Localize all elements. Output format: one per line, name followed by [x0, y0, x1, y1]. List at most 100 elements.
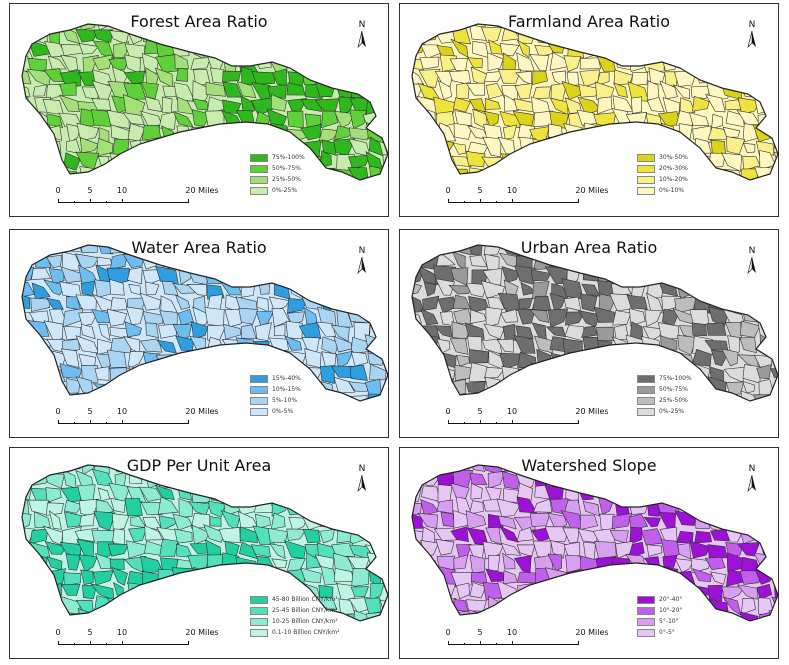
subwatershed-region	[422, 141, 439, 157]
subwatershed-region	[611, 512, 633, 529]
subwatershed-region	[224, 540, 240, 559]
subwatershed-region	[384, 569, 388, 585]
subwatershed-region	[549, 292, 566, 314]
scale-tick	[90, 641, 91, 645]
subwatershed-region	[219, 168, 238, 180]
subwatershed-region	[91, 529, 115, 544]
subwatershed-region	[483, 110, 500, 128]
subwatershed-region	[469, 500, 484, 515]
subwatershed-region	[579, 473, 598, 490]
subwatershed-region	[286, 528, 307, 542]
subwatershed-region	[370, 405, 384, 423]
subwatershed-region	[692, 282, 711, 296]
subwatershed-region	[417, 395, 442, 401]
subwatershed-region	[350, 351, 369, 367]
subwatershed-region	[516, 544, 536, 557]
legend-swatch	[637, 186, 655, 195]
scale-tick	[188, 420, 189, 424]
subwatershed-region	[401, 407, 422, 421]
subwatershed-region	[610, 141, 630, 153]
subwatershed-region	[250, 544, 271, 558]
subwatershed-region	[402, 629, 425, 642]
subwatershed-region	[124, 321, 142, 338]
subwatershed-region	[336, 583, 356, 602]
subwatershed-region	[689, 181, 707, 198]
subwatershed-region	[174, 294, 191, 310]
subwatershed-region	[710, 612, 727, 621]
subwatershed-region	[412, 151, 426, 170]
subwatershed-region	[612, 43, 632, 58]
subwatershed-region	[498, 515, 517, 530]
scale-bar: 0 5 10 20 Miles	[445, 407, 609, 429]
subwatershed-region	[727, 42, 743, 56]
subwatershed-region	[502, 323, 517, 341]
subwatershed-region	[756, 583, 773, 600]
subwatershed-region	[139, 609, 164, 621]
subwatershed-region	[349, 280, 371, 297]
subwatershed-region	[47, 55, 67, 70]
subwatershed-region	[31, 126, 52, 144]
subwatershed-region	[562, 527, 580, 544]
subwatershed-region	[110, 379, 129, 397]
subwatershed-region	[224, 391, 240, 401]
subwatershed-region	[456, 582, 470, 600]
subwatershed-region	[32, 137, 50, 155]
subwatershed-region	[111, 566, 128, 586]
subwatershed-region	[773, 405, 780, 424]
subwatershed-region	[643, 256, 659, 270]
subwatershed-region	[721, 348, 739, 367]
legend-label: 10%-15%	[272, 386, 301, 393]
subwatershed-region	[203, 139, 225, 158]
subwatershed-region	[363, 85, 387, 98]
legend-item: 0%-10%	[637, 185, 688, 196]
subwatershed-region	[436, 251, 456, 267]
subwatershed-region	[753, 56, 776, 74]
scale-line	[448, 202, 578, 203]
subwatershed-region	[190, 583, 209, 598]
subwatershed-region	[502, 552, 516, 570]
subwatershed-region	[592, 612, 613, 621]
subwatershed-region	[190, 166, 209, 180]
subwatershed-region	[482, 541, 504, 560]
subwatershed-region	[160, 154, 177, 169]
subwatershed-region	[190, 156, 208, 169]
subwatershed-region	[350, 58, 368, 74]
subwatershed-region	[32, 153, 45, 172]
legend-swatch	[637, 175, 655, 184]
scale-tick-label: 10	[116, 628, 128, 637]
scale-tick	[448, 199, 449, 203]
subwatershed-region	[608, 30, 631, 44]
subwatershed-region	[335, 53, 355, 73]
subwatershed-region	[412, 367, 423, 383]
scale-tick-label: 5	[477, 628, 483, 637]
subwatershed-region	[385, 611, 388, 621]
subwatershed-region	[548, 362, 564, 383]
subwatershed-region	[349, 109, 367, 130]
subwatershed-region	[417, 594, 442, 616]
map-legend: 15%-40% 10%-15% 5%-10% 0%-5%	[250, 373, 301, 417]
subwatershed-region	[561, 155, 584, 171]
subwatershed-region	[758, 281, 775, 299]
subwatershed-region	[58, 94, 81, 112]
arrow-icon	[357, 474, 366, 492]
subwatershed-region	[384, 67, 388, 83]
subwatershed-region	[482, 268, 503, 286]
subwatershed-region	[382, 184, 390, 199]
subwatershed-region	[500, 153, 519, 168]
subwatershed-region	[98, 323, 111, 342]
legend-swatch	[637, 407, 655, 416]
subwatershed-region	[380, 538, 388, 560]
legend-label: 25-45 Billion CNY/km²	[272, 607, 338, 614]
subwatershed-region	[160, 165, 180, 180]
legend-label: 75%-100%	[272, 154, 305, 161]
subwatershed-region	[333, 499, 355, 518]
subwatershed-region	[22, 596, 30, 615]
subwatershed-region	[127, 582, 146, 601]
subwatershed-region	[107, 543, 129, 557]
subwatershed-region	[155, 38, 175, 58]
subwatershed-region	[565, 29, 583, 44]
subwatershed-region	[712, 410, 723, 422]
legend-swatch	[250, 164, 268, 173]
subwatershed-region	[177, 308, 194, 326]
subwatershed-region	[674, 296, 698, 314]
